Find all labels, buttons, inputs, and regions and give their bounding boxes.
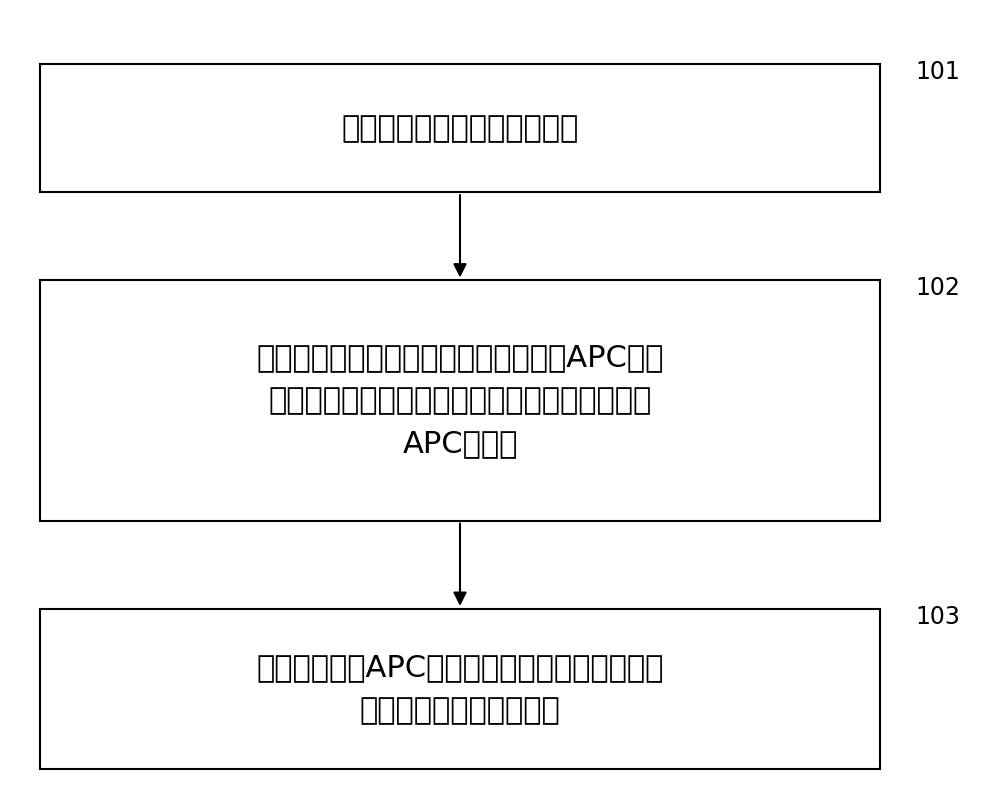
FancyBboxPatch shape [40,280,880,521]
Text: 102: 102 [915,276,960,300]
Text: 根据当前最佳APC电压值调整光模块的偏置电流
以稳定光模块的发光功率: 根据当前最佳APC电压值调整光模块的偏置电流 以稳定光模块的发光功率 [256,653,664,725]
Text: 获取光模块的当前环境温度值: 获取光模块的当前环境温度值 [341,114,579,143]
Text: 根据当前环境温度值查找自动功率控制APC补偿
表，获取光模块在当前环境温度值下的当前最佳
APC电压值: 根据当前环境温度值查找自动功率控制APC补偿 表，获取光模块在当前环境温度值下的… [256,343,664,458]
Text: 101: 101 [915,60,960,84]
FancyBboxPatch shape [40,64,880,192]
FancyBboxPatch shape [40,609,880,769]
Text: 103: 103 [915,605,960,629]
